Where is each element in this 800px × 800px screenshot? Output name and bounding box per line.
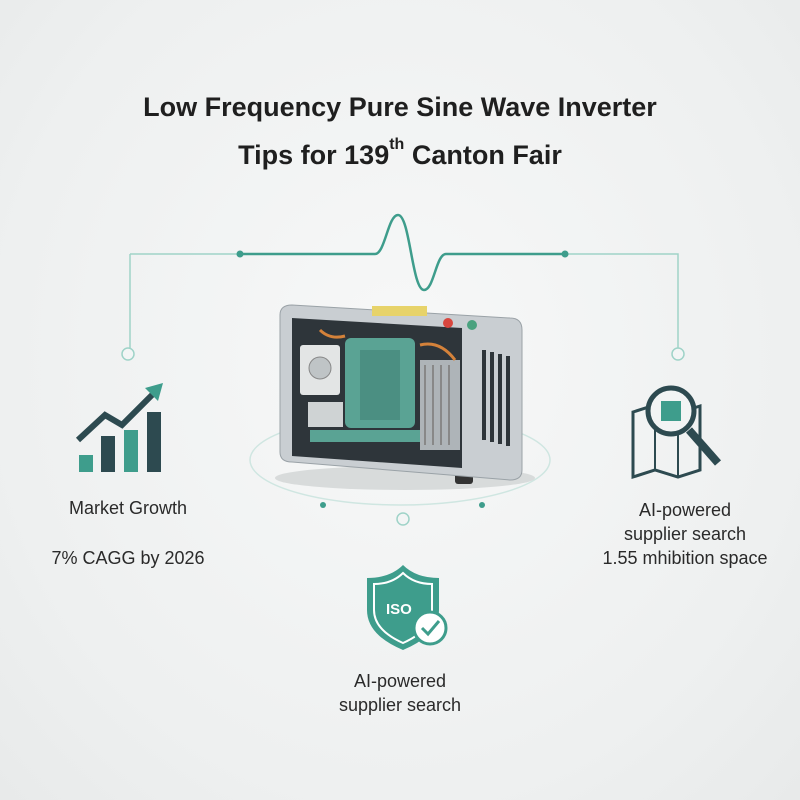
market-growth-value: 7% CAGG by 2026	[51, 548, 205, 568]
inverter-illustration	[275, 304, 535, 490]
iso-badge-text: ISO	[386, 601, 412, 618]
sine-wave-connector	[240, 213, 565, 292]
market-growth-label: Market Growth	[68, 498, 188, 518]
title-line-2: Tips for 139th Canton Fair	[238, 136, 562, 170]
bottom-feature-text: AI-powered supplier search	[338, 671, 462, 715]
growth-chart-icon	[75, 383, 163, 472]
map-search-icon	[631, 385, 722, 480]
iso-shield-icon	[367, 565, 448, 650]
title-line-1: Low Frequency Pure Sine Wave Inverter	[143, 92, 657, 122]
right-feature-text: AI-powered supplier search 1.55 mhibitio…	[602, 500, 768, 568]
